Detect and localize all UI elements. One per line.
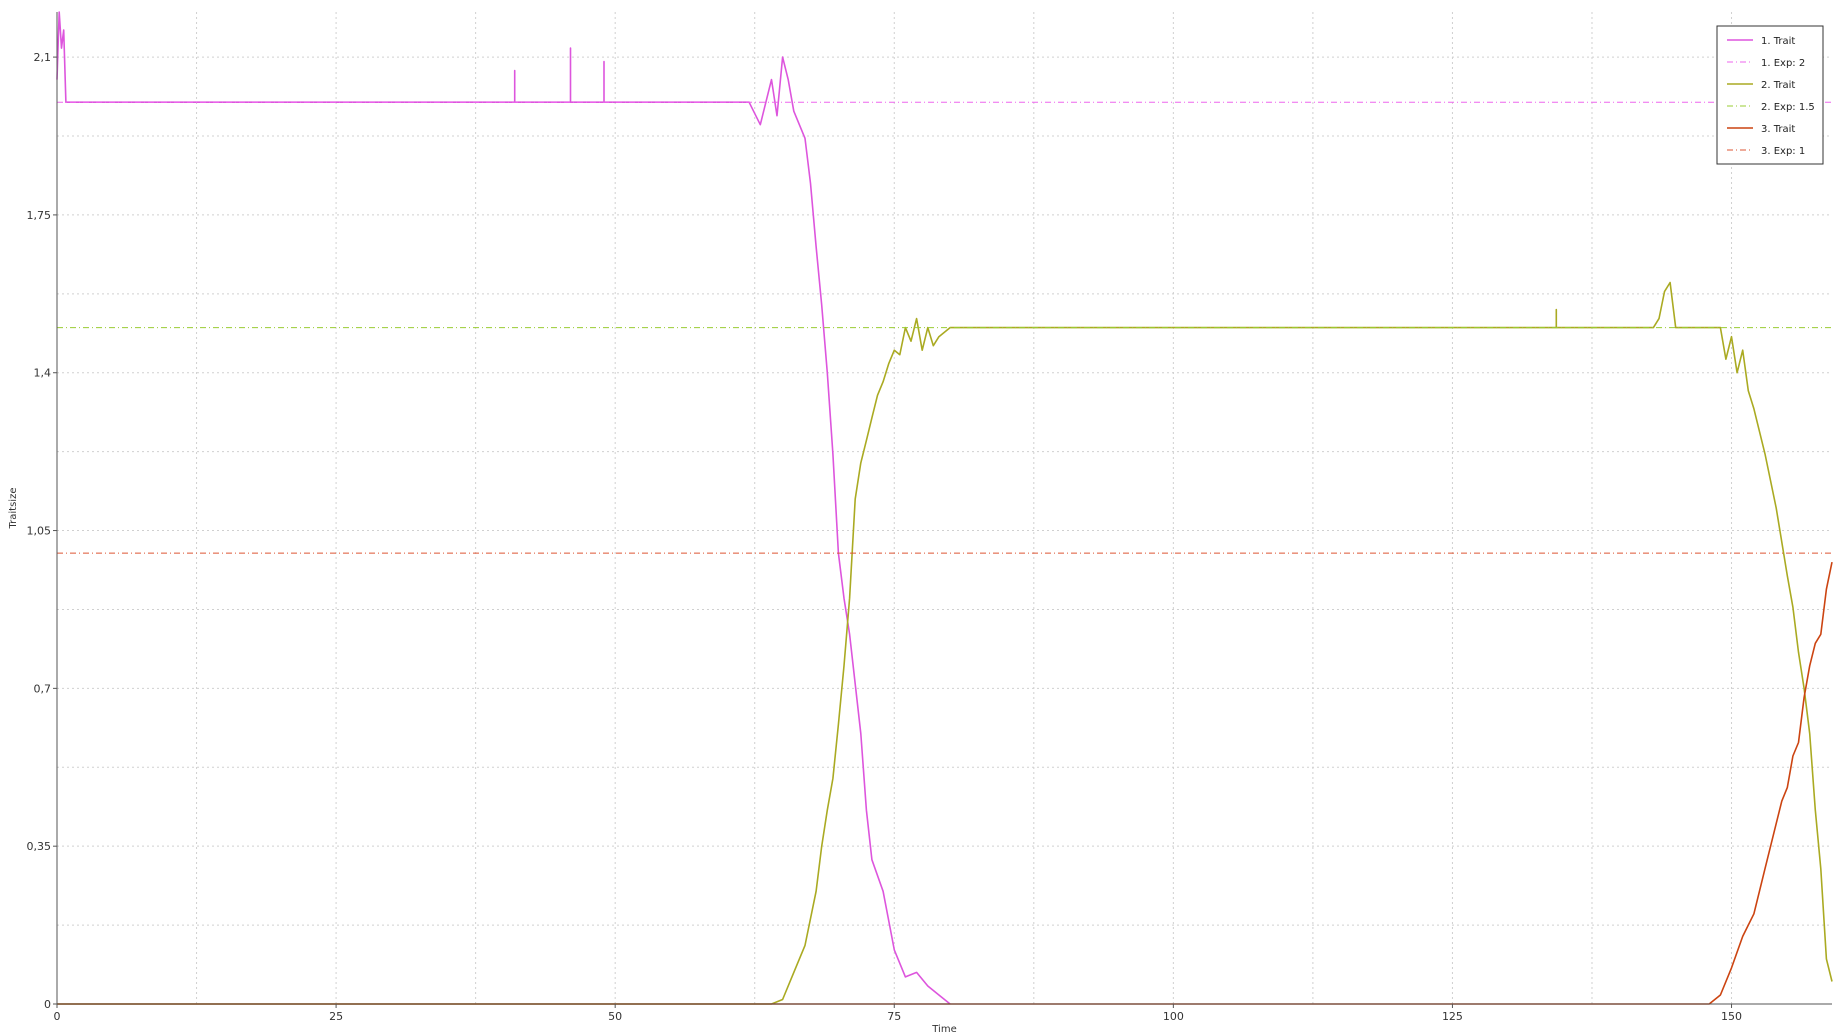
- legend-box: [1716, 25, 1824, 165]
- legend-label: 1. Trait: [1761, 36, 1795, 47]
- x-tick-label: 125: [1442, 1010, 1463, 1023]
- y-tick-label: 1,75: [27, 209, 52, 222]
- y-tick-label: 2,1: [34, 51, 52, 64]
- legend-label: 2. Trait: [1761, 80, 1795, 91]
- legend-label: 1. Exp: 2: [1761, 58, 1805, 69]
- x-tick-label: 150: [1721, 1010, 1742, 1023]
- x-tick-label: 0: [54, 1010, 61, 1023]
- x-axis-title: Time: [931, 1024, 956, 1035]
- series-layer: [56, 11, 1833, 1005]
- x-tick-label: 100: [1163, 1010, 1184, 1023]
- tick-labels: 0 25 50 75 100 125 150 0 0,35 0,7 1,05 1,4 1,75 2,1: [27, 51, 1743, 1023]
- y-tick-label: 1,05: [27, 525, 52, 538]
- y-tick-label: 0,7: [34, 682, 52, 695]
- x-tick-label: 75: [887, 1010, 901, 1023]
- y-axis-title: Traitsize: [8, 488, 19, 530]
- axes: [56, 12, 1832, 1005]
- series-line-3-trait: [57, 561, 1833, 1005]
- legend-label: 3. Trait: [1761, 124, 1795, 135]
- legend-label: 2. Exp: 1.5: [1761, 102, 1815, 113]
- x-tick-label: 50: [608, 1010, 622, 1023]
- legend: 1. Trait 1. Exp: 2 2. Trait 2. Exp: 1.5 3. T…: [1716, 25, 1824, 165]
- y-tick-label: 1,4: [34, 367, 52, 380]
- grid: [57, 12, 1832, 1004]
- y-tick-label: 0,35: [27, 840, 52, 853]
- x-tick-label: 25: [329, 1010, 343, 1023]
- legend-label: 3. Exp: 1: [1761, 146, 1805, 157]
- y-tick-label: 0: [44, 998, 51, 1011]
